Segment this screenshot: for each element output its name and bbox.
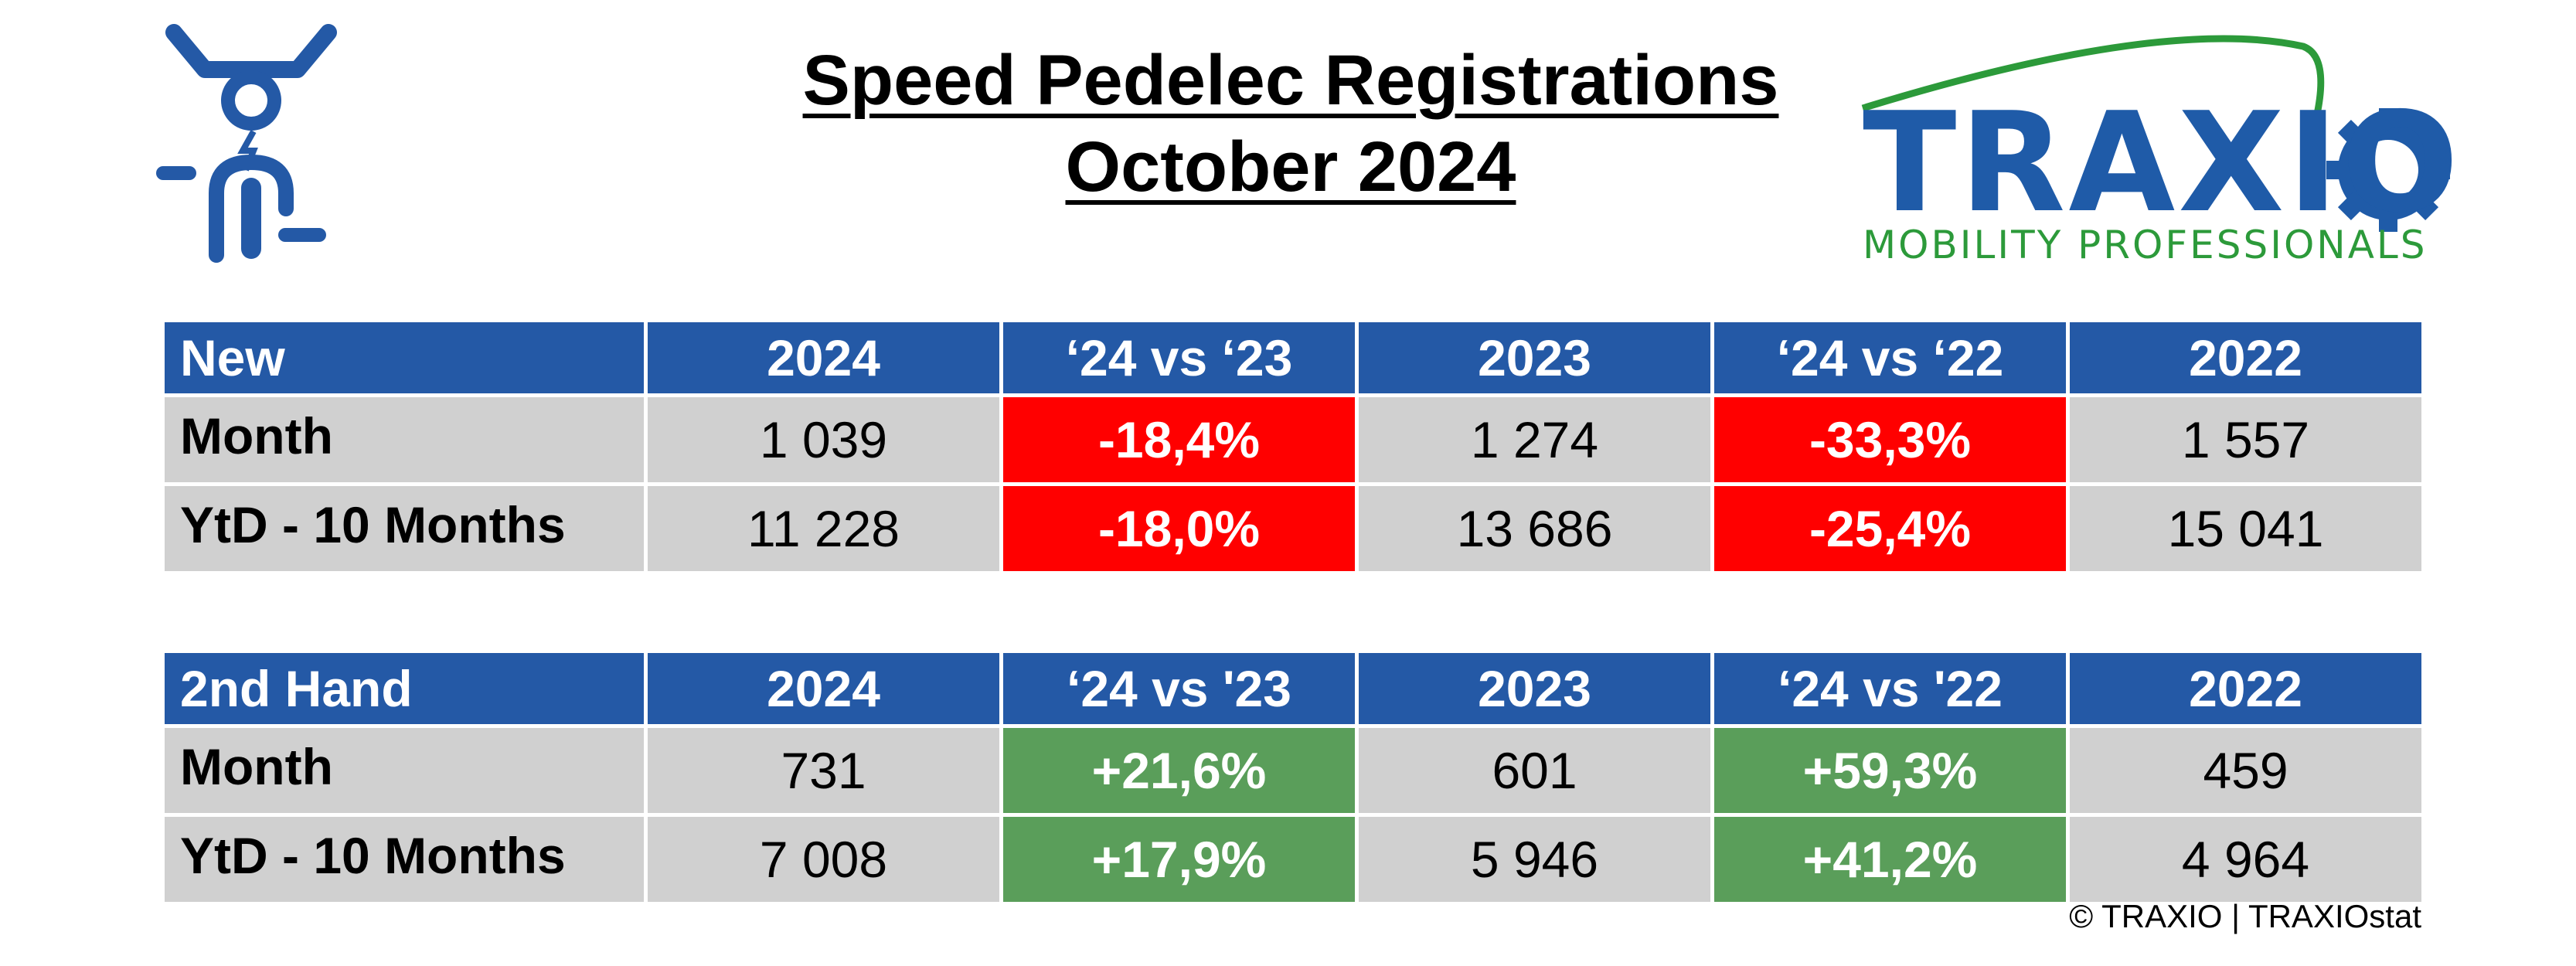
header-24-vs-23: ‘24 vs '23 bbox=[999, 649, 1359, 728]
header-category: 2nd Hand bbox=[161, 649, 648, 728]
row-label: Month bbox=[161, 724, 648, 817]
header-2022: 2022 bbox=[2066, 318, 2425, 397]
value-2024: 11 228 bbox=[644, 482, 1003, 575]
table-row: YtD - 10 Months 11 228 -18,0% 13 686 -25… bbox=[161, 482, 2425, 575]
value-2024: 731 bbox=[644, 724, 1003, 817]
change-vs-2022: -25,4% bbox=[1710, 482, 2070, 575]
header-2023: 2023 bbox=[1355, 649, 1714, 728]
row-label: YtD - 10 Months bbox=[161, 813, 648, 906]
change-vs-2022: +41,2% bbox=[1710, 813, 2070, 906]
table-row: Month 731 +21,6% 601 +59,3% 459 bbox=[161, 724, 2425, 817]
header-category: New bbox=[161, 318, 648, 397]
value-2023: 5 946 bbox=[1355, 813, 1714, 906]
value-2024: 7 008 bbox=[644, 813, 1003, 906]
change-vs-2022: +59,3% bbox=[1710, 724, 2070, 817]
table-row: YtD - 10 Months 7 008 +17,9% 5 946 +41,2… bbox=[161, 813, 2425, 906]
value-2022: 1 557 bbox=[2066, 393, 2425, 486]
traxio-tagline: MOBILITY PROFESSIONALS bbox=[1863, 223, 2428, 267]
value-2024: 1 039 bbox=[644, 393, 1003, 486]
header-2022: 2022 bbox=[2066, 649, 2425, 728]
header-24-vs-23: ‘24 vs ‘23 bbox=[999, 318, 1359, 397]
header-2023: 2023 bbox=[1355, 318, 1714, 397]
change-vs-2023: +17,9% bbox=[999, 813, 1359, 906]
header-2024: 2024 bbox=[644, 649, 1003, 728]
pedelec-rider-icon bbox=[156, 24, 337, 263]
new-registrations-table: New 2024 ‘24 vs ‘23 2023 ‘24 vs ‘22 2022… bbox=[161, 318, 2425, 575]
change-vs-2023: -18,0% bbox=[999, 482, 1359, 575]
traxio-logo: TRAXIO MOBILITY PROFESSIONALS bbox=[1839, 23, 2459, 278]
value-2023: 13 686 bbox=[1355, 482, 1714, 575]
value-2023: 601 bbox=[1355, 724, 1714, 817]
table-header-row: New 2024 ‘24 vs ‘23 2023 ‘24 vs ‘22 2022 bbox=[161, 318, 2425, 397]
row-label: YtD - 10 Months bbox=[161, 482, 648, 575]
value-2023: 1 274 bbox=[1355, 393, 1714, 486]
table-header-row: 2nd Hand 2024 ‘24 vs '23 2023 ‘24 vs '22… bbox=[161, 649, 2425, 728]
change-vs-2023: -18,4% bbox=[999, 393, 1359, 486]
change-vs-2023: +21,6% bbox=[999, 724, 1359, 817]
copyright-notice: © TRAXIO | TRAXIOstat bbox=[2069, 898, 2421, 934]
header-2024: 2024 bbox=[644, 318, 1003, 397]
traxio-swoosh-icon bbox=[1861, 35, 2450, 232]
header-24-vs-22: ‘24 vs ‘22 bbox=[1710, 318, 2070, 397]
header-24-vs-22: ‘24 vs '22 bbox=[1710, 649, 2070, 728]
row-label: Month bbox=[161, 393, 648, 486]
title-line-2: October 2024 bbox=[1065, 128, 1516, 206]
traxio-wordmark: TRAXIO bbox=[1863, 83, 2462, 243]
value-2022: 459 bbox=[2066, 724, 2425, 817]
value-2022: 15 041 bbox=[2066, 482, 2425, 575]
value-2022: 4 964 bbox=[2066, 813, 2425, 906]
change-vs-2022: -33,3% bbox=[1710, 393, 2070, 486]
page-title: Speed Pedelec Registrations October 2024 bbox=[727, 37, 1855, 210]
table-row: Month 1 039 -18,4% 1 274 -33,3% 1 557 bbox=[161, 393, 2425, 486]
title-line-1: Speed Pedelec Registrations bbox=[802, 41, 1779, 120]
second-hand-registrations-table: 2nd Hand 2024 ‘24 vs '23 2023 ‘24 vs '22… bbox=[161, 649, 2425, 906]
